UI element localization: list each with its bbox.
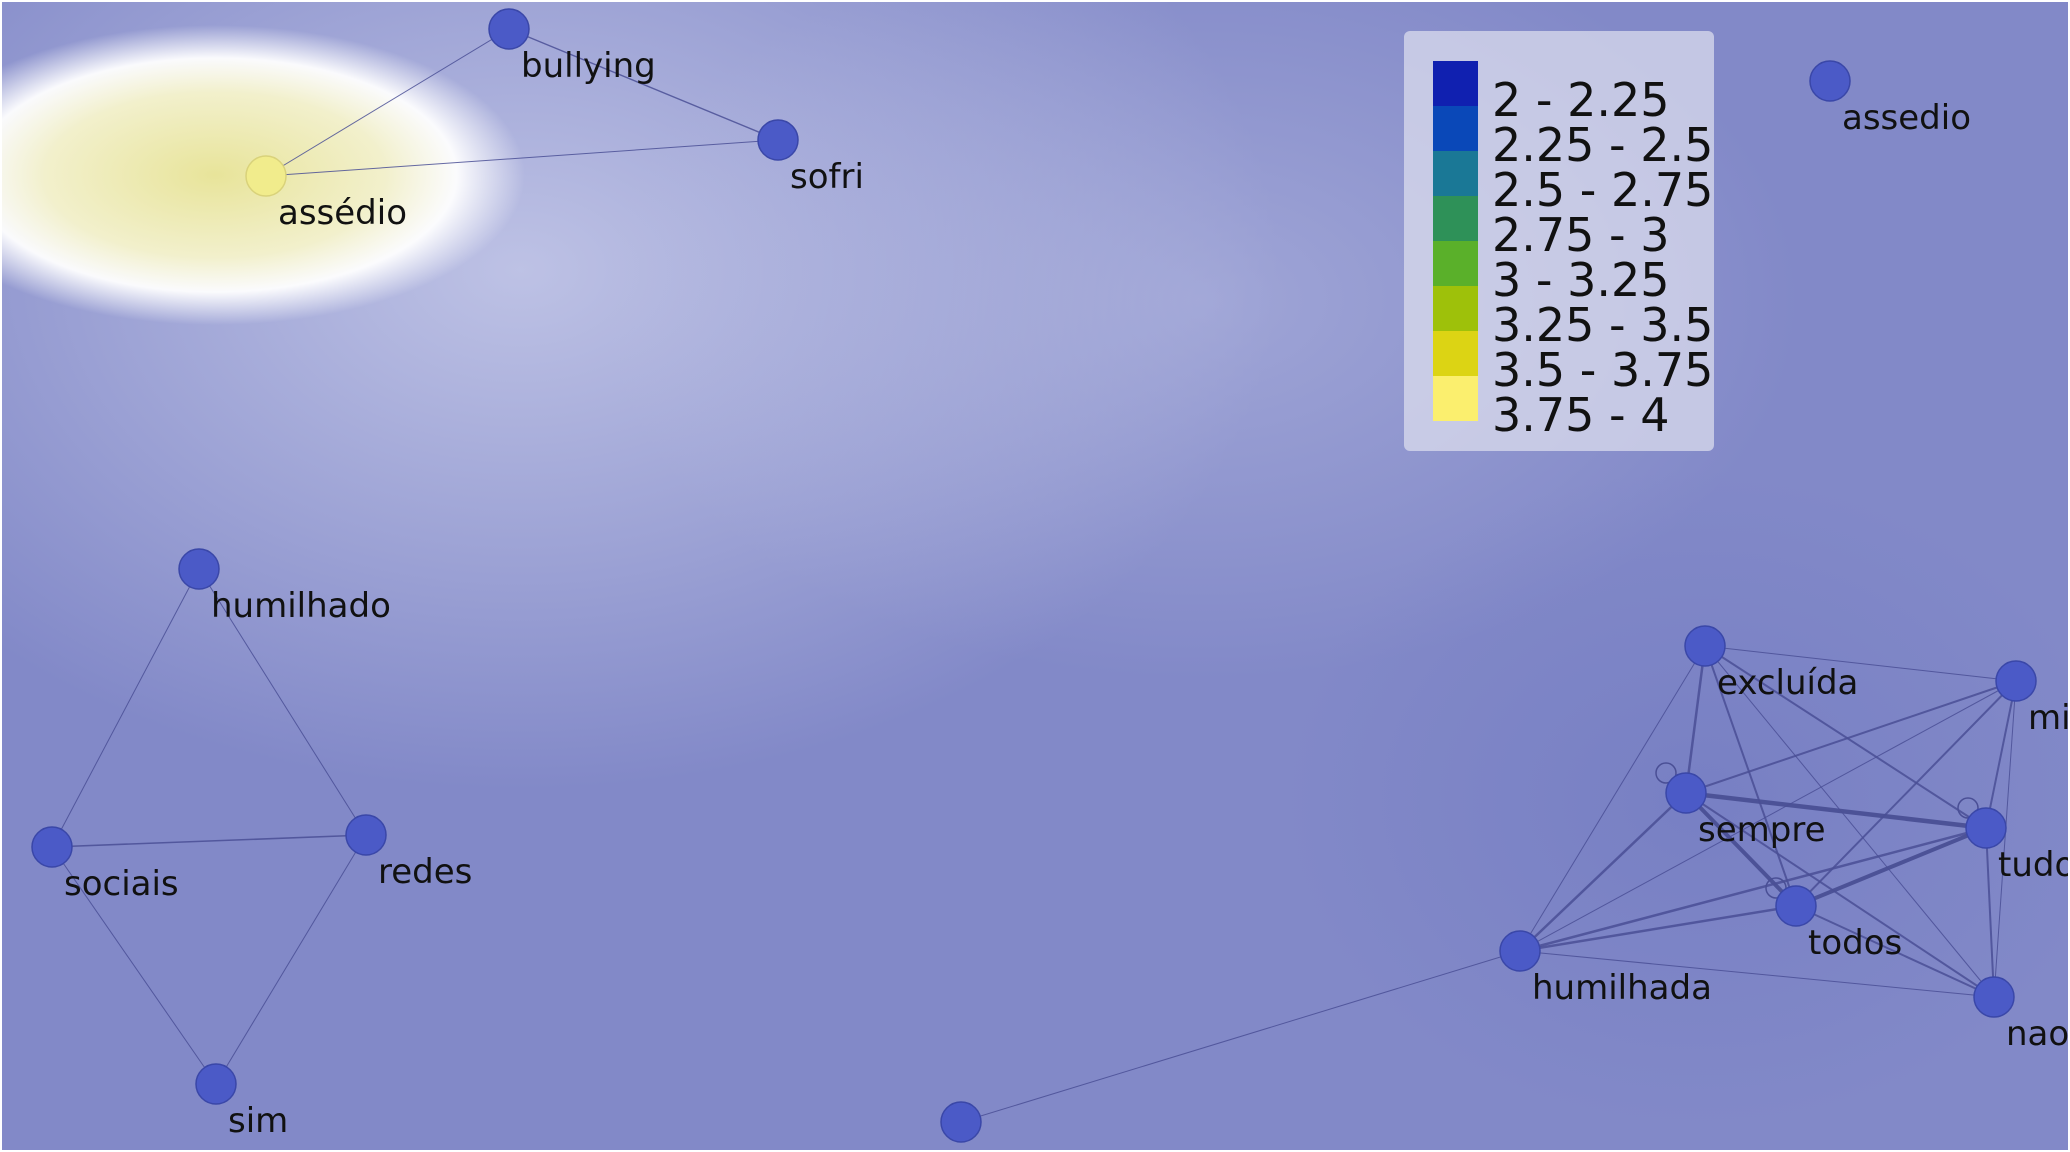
legend-swatch xyxy=(1433,376,1478,421)
node-sociais[interactable] xyxy=(31,826,73,868)
edge-assedio-bullying xyxy=(265,28,510,177)
node-label-bullying: bullying xyxy=(521,46,656,86)
node-assedio[interactable] xyxy=(1809,60,1851,102)
edge-mi-tudo xyxy=(1985,680,2017,829)
edge-excluida-mi xyxy=(1704,645,2017,682)
node-label-todos: todos xyxy=(1808,923,1902,963)
edge-redes-sim xyxy=(215,834,367,1085)
node-assedio[interactable] xyxy=(245,155,287,197)
edge-excluida-todos xyxy=(1704,645,1797,907)
legend-box xyxy=(1404,31,1714,451)
edge-todos-nao xyxy=(1795,905,1995,998)
legend-swatch xyxy=(1433,151,1478,196)
edge-mi-nao xyxy=(1993,680,2017,998)
edge-mi-humilhada xyxy=(1519,680,2017,952)
legend: 2 - 2.252.25 - 2.52.5 - 2.752.75 - 33 - … xyxy=(1404,31,1714,451)
node-bottom[interactable] xyxy=(940,1101,982,1143)
legend-swatch xyxy=(1433,106,1478,151)
edge-sociais-redes xyxy=(51,834,367,848)
edge-tudo-nao xyxy=(1985,827,1995,998)
node-label-nao: nao xyxy=(2006,1014,2069,1054)
legend-swatch xyxy=(1433,241,1478,286)
edge-sempre-nao xyxy=(1685,792,1995,998)
legend-swatch xyxy=(1433,196,1478,241)
edge-sempre-humilhada xyxy=(1519,792,1687,952)
legend-items: 2 - 2.252.25 - 2.52.5 - 2.752.75 - 33 - … xyxy=(1433,61,1713,442)
node-humilhada[interactable] xyxy=(1499,930,1541,972)
node-tudo[interactable] xyxy=(1965,807,2007,849)
legend-label: 3.5 - 3.75 xyxy=(1492,343,1713,397)
node-redes[interactable] xyxy=(345,814,387,856)
legend-label: 3.75 - 4 xyxy=(1492,388,1670,442)
edges xyxy=(51,28,2017,1123)
legend-swatch xyxy=(1433,331,1478,376)
node-label-mi: mi xyxy=(2028,698,2070,738)
edge-humilhada-nao xyxy=(1519,950,1995,998)
legend-label: 2.5 - 2.75 xyxy=(1492,163,1713,217)
nodes xyxy=(31,8,2037,1143)
edge-sempre-todos xyxy=(1684,791,1798,908)
node-label-sim: sim xyxy=(228,1101,288,1141)
edge-bullying-sofri xyxy=(508,28,779,141)
node-sim[interactable] xyxy=(195,1063,237,1105)
legend-swatch xyxy=(1433,61,1478,106)
node-mi[interactable] xyxy=(1995,660,2037,702)
edge-tudo-todos xyxy=(1795,826,1987,908)
edge-humilhado-redes xyxy=(198,568,367,836)
node-label-tudo: tudo xyxy=(1998,845,2070,885)
legend-label: 2.25 - 2.5 xyxy=(1492,118,1713,172)
legend-swatch xyxy=(1433,286,1478,331)
node-sempre[interactable] xyxy=(1665,772,1707,814)
edge-humilhada-bottom xyxy=(960,950,1521,1123)
edge-todos-humilhada xyxy=(1519,904,1797,953)
edge-excluida-humilhada xyxy=(1519,645,1706,952)
node-label-humilhado: humilhado xyxy=(211,586,391,626)
legend-label: 2.75 - 3 xyxy=(1492,208,1670,262)
edge-tudo-humilhada xyxy=(1519,826,1987,953)
node-bullying[interactable] xyxy=(488,8,530,50)
node-label-redes: redes xyxy=(378,852,472,892)
legend-label: 3.25 - 3.5 xyxy=(1492,298,1713,352)
edge-assedio-sofri xyxy=(265,139,779,177)
node-label-sociais: sociais xyxy=(64,864,179,904)
edge-excluida-sempre xyxy=(1684,645,1707,794)
edge-mi-sempre xyxy=(1685,680,2017,794)
node-humilhado[interactable] xyxy=(178,548,220,590)
self-loop-sempre xyxy=(1655,762,1677,784)
node-label-assedio: assédio xyxy=(278,193,407,233)
node-label-humilhada: humilhada xyxy=(1532,968,1712,1008)
edge-humilhado-sociais xyxy=(51,568,200,848)
node-labels: bullying sofri assédio assedio humilhado soci… xyxy=(64,46,2070,1141)
node-label-excluida: excluída xyxy=(1717,663,1858,703)
legend-label: 3 - 3.25 xyxy=(1492,253,1670,307)
node-nao[interactable] xyxy=(1973,976,2015,1018)
node-sofri[interactable] xyxy=(757,119,799,161)
edge-sociais-sim xyxy=(51,846,217,1085)
node-todos[interactable] xyxy=(1775,885,1817,927)
edge-excluida-nao xyxy=(1704,645,1995,998)
legend-label: 2 - 2.25 xyxy=(1492,73,1670,127)
node-label-sofri: sofri xyxy=(790,157,864,197)
node-label-assedio: assedio xyxy=(1842,98,1971,138)
edge-sempre-tudo xyxy=(1685,790,1987,831)
node-label-sempre: sempre xyxy=(1698,810,1825,850)
edge-excluida-tudo xyxy=(1704,645,1987,829)
node-excluida[interactable] xyxy=(1684,625,1726,667)
